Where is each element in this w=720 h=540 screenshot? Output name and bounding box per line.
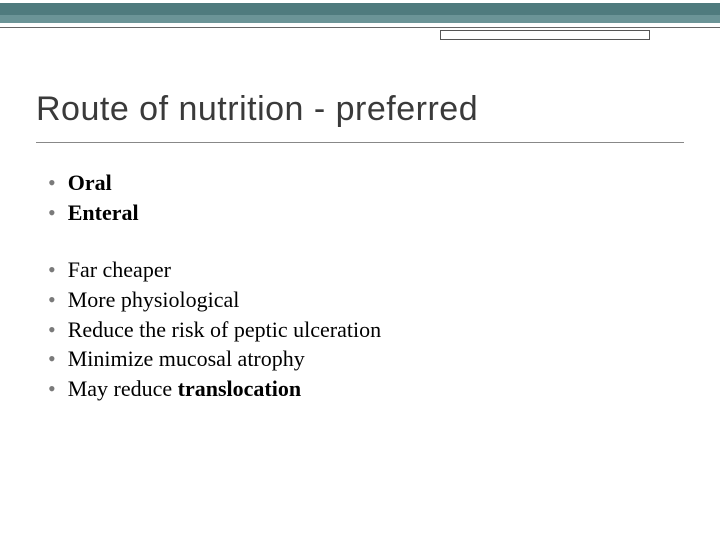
slide: Route of nutrition - preferred • Oral • … bbox=[0, 0, 720, 540]
bullet-icon: • bbox=[48, 255, 56, 285]
slide-title: Route of nutrition - preferred bbox=[36, 90, 478, 129]
slide-content: • Oral • Enteral • Far cheaper • More ph… bbox=[44, 168, 676, 404]
bullet-group-1: • Oral • Enteral bbox=[44, 168, 676, 227]
band-rule bbox=[0, 23, 720, 28]
band-stripe-1 bbox=[0, 3, 720, 15]
bullet-group-2: • Far cheaper • More physiological • Red… bbox=[44, 255, 676, 403]
bullet-icon: • bbox=[48, 168, 56, 198]
accent-box bbox=[440, 30, 650, 40]
bullet-icon: • bbox=[48, 285, 56, 315]
list-item-text: May reduce translocation bbox=[68, 374, 301, 404]
list-item: • Minimize mucosal atrophy bbox=[44, 344, 676, 374]
list-item-prefix: May reduce bbox=[68, 376, 178, 401]
band-stripe-2 bbox=[0, 15, 720, 23]
list-item: • May reduce translocation bbox=[44, 374, 676, 404]
list-item: • More physiological bbox=[44, 285, 676, 315]
bullet-icon: • bbox=[48, 344, 56, 374]
list-item: • Enteral bbox=[44, 198, 676, 228]
bullet-icon: • bbox=[48, 374, 56, 404]
list-item: • Far cheaper bbox=[44, 255, 676, 285]
title-underline bbox=[36, 142, 684, 143]
list-item-text: Minimize mucosal atrophy bbox=[68, 344, 305, 374]
header-band bbox=[0, 0, 720, 38]
list-item-text: Reduce the risk of peptic ulceration bbox=[68, 315, 381, 345]
list-item-text: Oral bbox=[68, 168, 112, 198]
list-item-text: More physiological bbox=[68, 285, 240, 315]
list-item-bold: translocation bbox=[178, 376, 301, 401]
list-item-text: Enteral bbox=[68, 198, 139, 228]
list-item: • Reduce the risk of peptic ulceration bbox=[44, 315, 676, 345]
bullet-icon: • bbox=[48, 198, 56, 228]
list-item-text: Far cheaper bbox=[68, 255, 171, 285]
bullet-icon: • bbox=[48, 315, 56, 345]
list-item: • Oral bbox=[44, 168, 676, 198]
